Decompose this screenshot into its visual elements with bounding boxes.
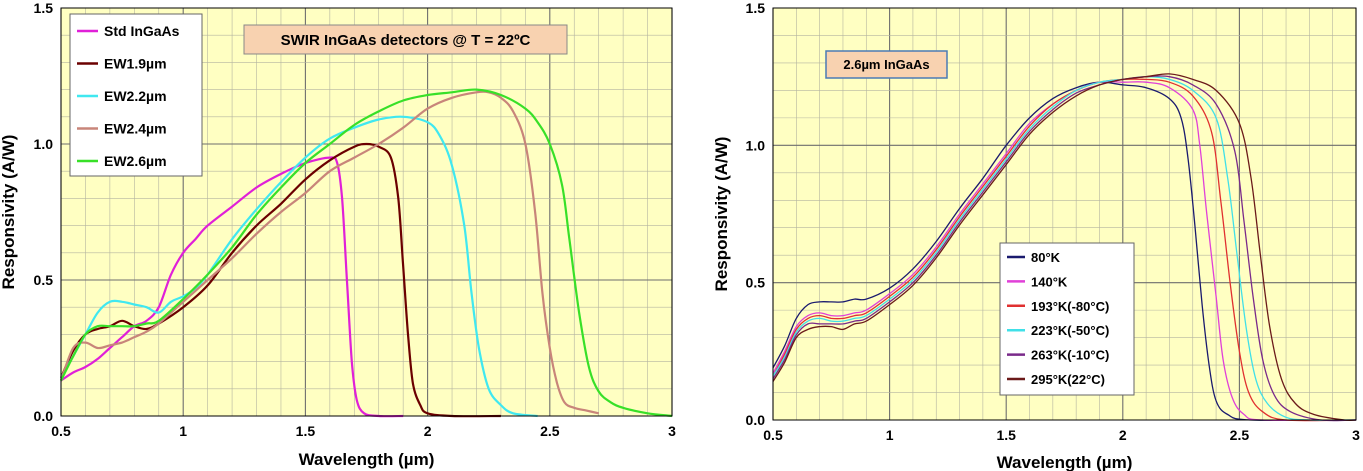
legend-label: EW2.2µm	[104, 88, 167, 104]
legend-label: 263°K(-10°C)	[1031, 348, 1109, 363]
tick-labels: 0.5 1 1.5 2 2.5 30.00.51.01.5	[746, 0, 1361, 443]
y-tick-label: 1.5	[746, 0, 766, 16]
series-line	[772, 78, 1357, 422]
series-line	[59, 90, 599, 415]
series-line	[60, 88, 673, 418]
x-tick-label: 1	[179, 423, 187, 439]
x-tick-label: 1.5	[296, 423, 316, 439]
x-tick-label: 2.5	[540, 423, 560, 439]
right-chart: 0.5 1 1.5 2 2.5 30.00.51.01.5 Wavelength (µm)…	[712, 0, 1360, 471]
chart-title: 2.6µm InGaAs	[843, 57, 929, 72]
y-tick-label: 0.0	[34, 408, 54, 424]
legend-label: 193°K(-80°C)	[1031, 299, 1109, 314]
y-axis-title: Responsivity (A/W)	[0, 135, 18, 290]
legend-label: EW2.6µm	[104, 153, 167, 169]
series-layer	[59, 88, 673, 418]
x-tick-label: 3	[668, 423, 676, 439]
series-line	[772, 81, 1357, 422]
y-tick-label: 1.0	[746, 137, 766, 153]
legend-items: 80°K 140°K 193°K(-80°C) 223°K(-50°C) 263°K(-…	[1007, 250, 1109, 387]
y-tick-label: 0.5	[34, 272, 54, 288]
legend-label: 140°K	[1031, 274, 1068, 289]
series-line	[60, 115, 538, 418]
x-tick-label: 0.5	[51, 423, 71, 439]
legend-label: EW2.4µm	[104, 121, 167, 137]
plot-area-border	[772, 7, 1357, 421]
title-box	[825, 50, 948, 79]
legend-label: 223°K(-50°C)	[1031, 323, 1109, 338]
legend-label: Std InGaAs	[104, 23, 180, 39]
y-tick-label: 1.0	[34, 136, 54, 152]
series-line	[772, 73, 1357, 422]
y-tick-label: 0.0	[746, 412, 766, 428]
plot-area-border	[60, 7, 673, 417]
x-tick-label: 2.5	[1230, 427, 1250, 443]
series-layer	[772, 73, 1357, 422]
x-axis-title: Wavelength (µm)	[299, 450, 435, 469]
y-axis-title: Responsivity (A/W)	[712, 137, 731, 292]
series-line	[60, 156, 404, 418]
y-tick-label: 1.5	[34, 0, 54, 16]
legend: 80°K 140°K 193°K(-80°C) 223°K(-50°C) 263°K(-…	[999, 242, 1135, 396]
x-tick-label: 2	[424, 423, 432, 439]
chart-title-callout: SWIR InGaAs detectors @ T = 22ºC	[243, 24, 568, 55]
x-tick-label: 2	[1119, 427, 1127, 443]
title-box	[243, 24, 568, 55]
series-line	[772, 80, 1357, 422]
y-tick-label: 0.5	[746, 275, 766, 291]
series-line	[772, 76, 1357, 421]
x-tick-label: 1.5	[996, 427, 1016, 443]
legend-label: 80°K	[1031, 250, 1061, 265]
x-tick-label: 3	[1352, 427, 1360, 443]
x-tick-label: 1	[886, 427, 894, 443]
legend: Std InGaAs EW1.9µm EW2.2µm EW2.4µm EW2.6µm	[69, 13, 203, 177]
left-chart: 0.5 1 1.5 2 2.5 30.00.51.01.5 Wavelength (µm)…	[0, 0, 676, 469]
tick-labels: 0.5 1 1.5 2 2.5 30.00.51.01.5	[34, 0, 677, 439]
chart-title-callout: 2.6µm InGaAs	[825, 50, 948, 79]
legend-label: 295°K(22°C)	[1031, 372, 1105, 387]
series-line	[59, 142, 501, 418]
legend-label: EW1.9µm	[104, 56, 167, 72]
x-axis-title: Wavelength (µm)	[997, 453, 1133, 471]
legend-box	[999, 242, 1135, 396]
x-tick-label: 0.5	[763, 427, 783, 443]
chart-title: SWIR InGaAs detectors @ T = 22ºC	[281, 32, 531, 49]
series-line	[772, 75, 1357, 422]
legend-items: Std InGaAs EW1.9µm EW2.2µm EW2.4µm EW2.6µm	[77, 23, 180, 169]
